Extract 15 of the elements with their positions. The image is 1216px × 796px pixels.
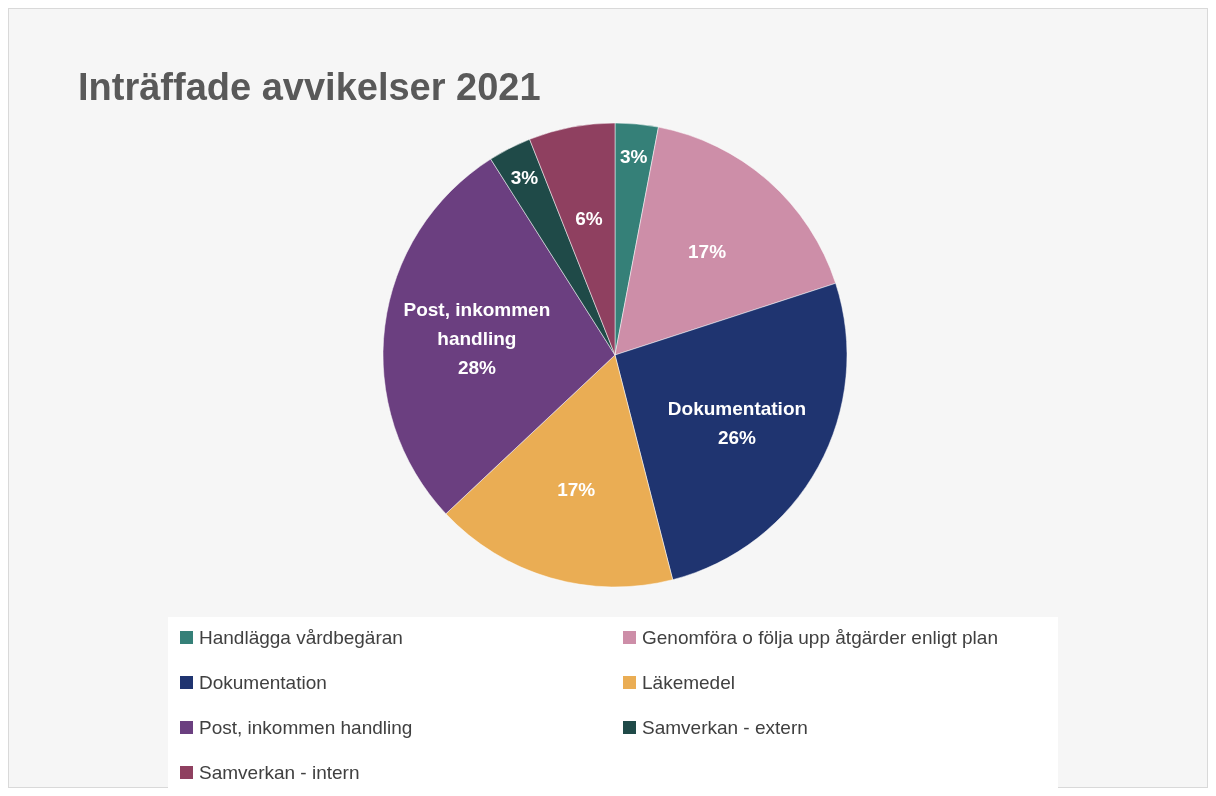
data-label: 17% [557,478,596,500]
legend-label: Dokumentation [199,672,327,693]
legend-label: Läkemedel [642,672,735,693]
legend-label: Post, inkommen handling [199,717,413,738]
data-label: Post, inkommen handling 28% [403,298,551,378]
data-label: 17% [688,240,727,262]
legend-label: Samverkan - extern [642,717,808,738]
data-label: 6% [575,208,603,230]
legend-label: Samverkan - intern [199,762,360,783]
data-label: Dokumentation 26% [667,397,807,448]
data-label: 3% [620,146,648,168]
data-label: 3% [510,167,539,189]
chart-title: Inträffade avvikelser 2021 [78,66,541,108]
legend-label: Handlägga vårdbegäran [199,627,403,648]
legend-label: Genomföra o följa upp åtgärder enligt plan [642,627,998,648]
